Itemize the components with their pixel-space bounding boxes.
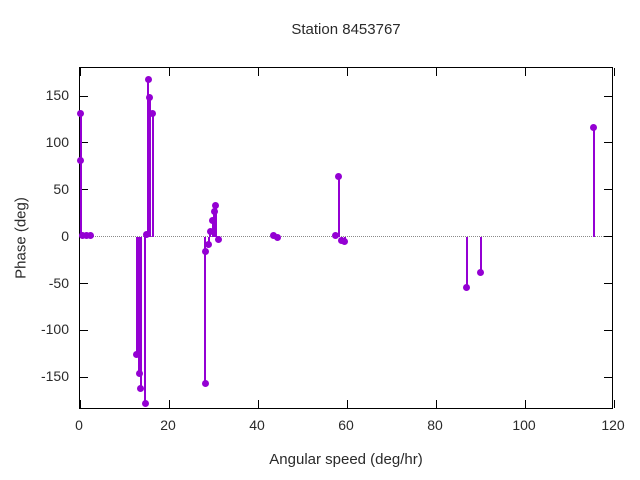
- data-point: [143, 231, 151, 239]
- x-axis-label: Angular speed (deg/hr): [269, 451, 423, 468]
- data-point: [590, 123, 598, 131]
- y-tick: [604, 95, 612, 97]
- x-tick-label: 20: [160, 417, 176, 433]
- y-tick-label: 100: [45, 133, 69, 150]
- data-point: [141, 399, 149, 407]
- impulse-stem: [479, 236, 482, 273]
- x-tick-label: 120: [601, 417, 625, 433]
- y-tick: [604, 236, 612, 238]
- impulse-stem: [151, 113, 154, 237]
- zero-line: [80, 236, 612, 238]
- data-point: [477, 268, 485, 276]
- x-tick-label: 100: [512, 417, 536, 433]
- y-tick: [604, 376, 612, 378]
- x-tick-label: 60: [338, 417, 354, 433]
- data-point: [210, 207, 218, 215]
- impulse-stem: [204, 236, 207, 384]
- x-tick-label: 0: [75, 417, 83, 433]
- x-tick: [168, 68, 170, 76]
- x-tick: [257, 68, 259, 76]
- data-point: [206, 227, 214, 235]
- impulse-stem: [135, 236, 138, 355]
- data-point: [146, 93, 154, 101]
- data-point: [463, 283, 471, 291]
- x-tick: [79, 68, 81, 76]
- impulse-stem: [138, 236, 141, 374]
- data-point: [335, 173, 343, 181]
- x-tick: [613, 68, 615, 76]
- data-point: [209, 217, 217, 225]
- x-tick: [168, 400, 170, 408]
- impulse-stem: [465, 236, 468, 288]
- x-tick: [346, 68, 348, 76]
- impulse-stem: [214, 205, 217, 237]
- data-point: [144, 75, 152, 83]
- impulse-stem: [592, 127, 595, 237]
- data-point: [77, 110, 85, 118]
- data-point: [86, 232, 94, 240]
- impulse-stem: [211, 220, 214, 237]
- x-tick: [257, 400, 259, 408]
- y-tick-label: 0: [61, 227, 69, 244]
- x-tick-label: 80: [427, 417, 443, 433]
- impulse-stem: [207, 236, 210, 245]
- impulse-stem: [147, 79, 150, 237]
- data-point: [82, 232, 90, 240]
- y-tick: [80, 283, 88, 284]
- data-point: [332, 232, 340, 240]
- data-point: [149, 110, 157, 118]
- x-tick: [524, 400, 526, 408]
- data-point: [137, 384, 145, 392]
- plot-area: [77, 67, 615, 409]
- data-point: [133, 351, 141, 359]
- y-tick: [80, 376, 88, 378]
- impulse-stem: [139, 236, 142, 389]
- y-tick: [80, 329, 88, 331]
- y-tick: [604, 283, 612, 284]
- x-tick: [524, 68, 526, 76]
- chart-title: Station 8453767: [291, 21, 401, 38]
- data-point: [212, 202, 220, 210]
- data-point: [77, 157, 85, 165]
- y-tick: [604, 142, 612, 144]
- data-point: [215, 235, 223, 243]
- y-tick: [80, 189, 88, 191]
- data-point: [78, 232, 86, 240]
- y-tick: [604, 329, 612, 331]
- x-tick: [346, 400, 348, 408]
- impulse-stem: [79, 160, 82, 237]
- y-tick-label: -100: [40, 321, 69, 338]
- x-tick: [435, 400, 437, 408]
- data-point: [205, 240, 213, 248]
- data-point: [201, 248, 209, 256]
- x-tick-label: 40: [249, 417, 265, 433]
- data-point: [135, 369, 143, 377]
- data-point: [270, 232, 278, 240]
- y-tick-label: 150: [45, 87, 69, 104]
- impulse-stem: [144, 236, 147, 404]
- data-point: [341, 237, 349, 245]
- x-tick: [79, 400, 81, 408]
- y-tick: [80, 142, 88, 144]
- y-tick-label: 50: [53, 180, 69, 197]
- data-point: [273, 234, 281, 242]
- y-tick: [604, 189, 612, 191]
- impulse-stem: [337, 176, 340, 237]
- x-tick: [613, 400, 615, 408]
- x-tick: [435, 68, 437, 76]
- impulse-stem: [148, 97, 151, 237]
- data-point: [201, 380, 209, 388]
- y-tick-label: -50: [48, 274, 69, 291]
- y-tick-label: -150: [40, 368, 69, 385]
- impulse-stem: [213, 211, 216, 237]
- y-tick: [80, 95, 88, 97]
